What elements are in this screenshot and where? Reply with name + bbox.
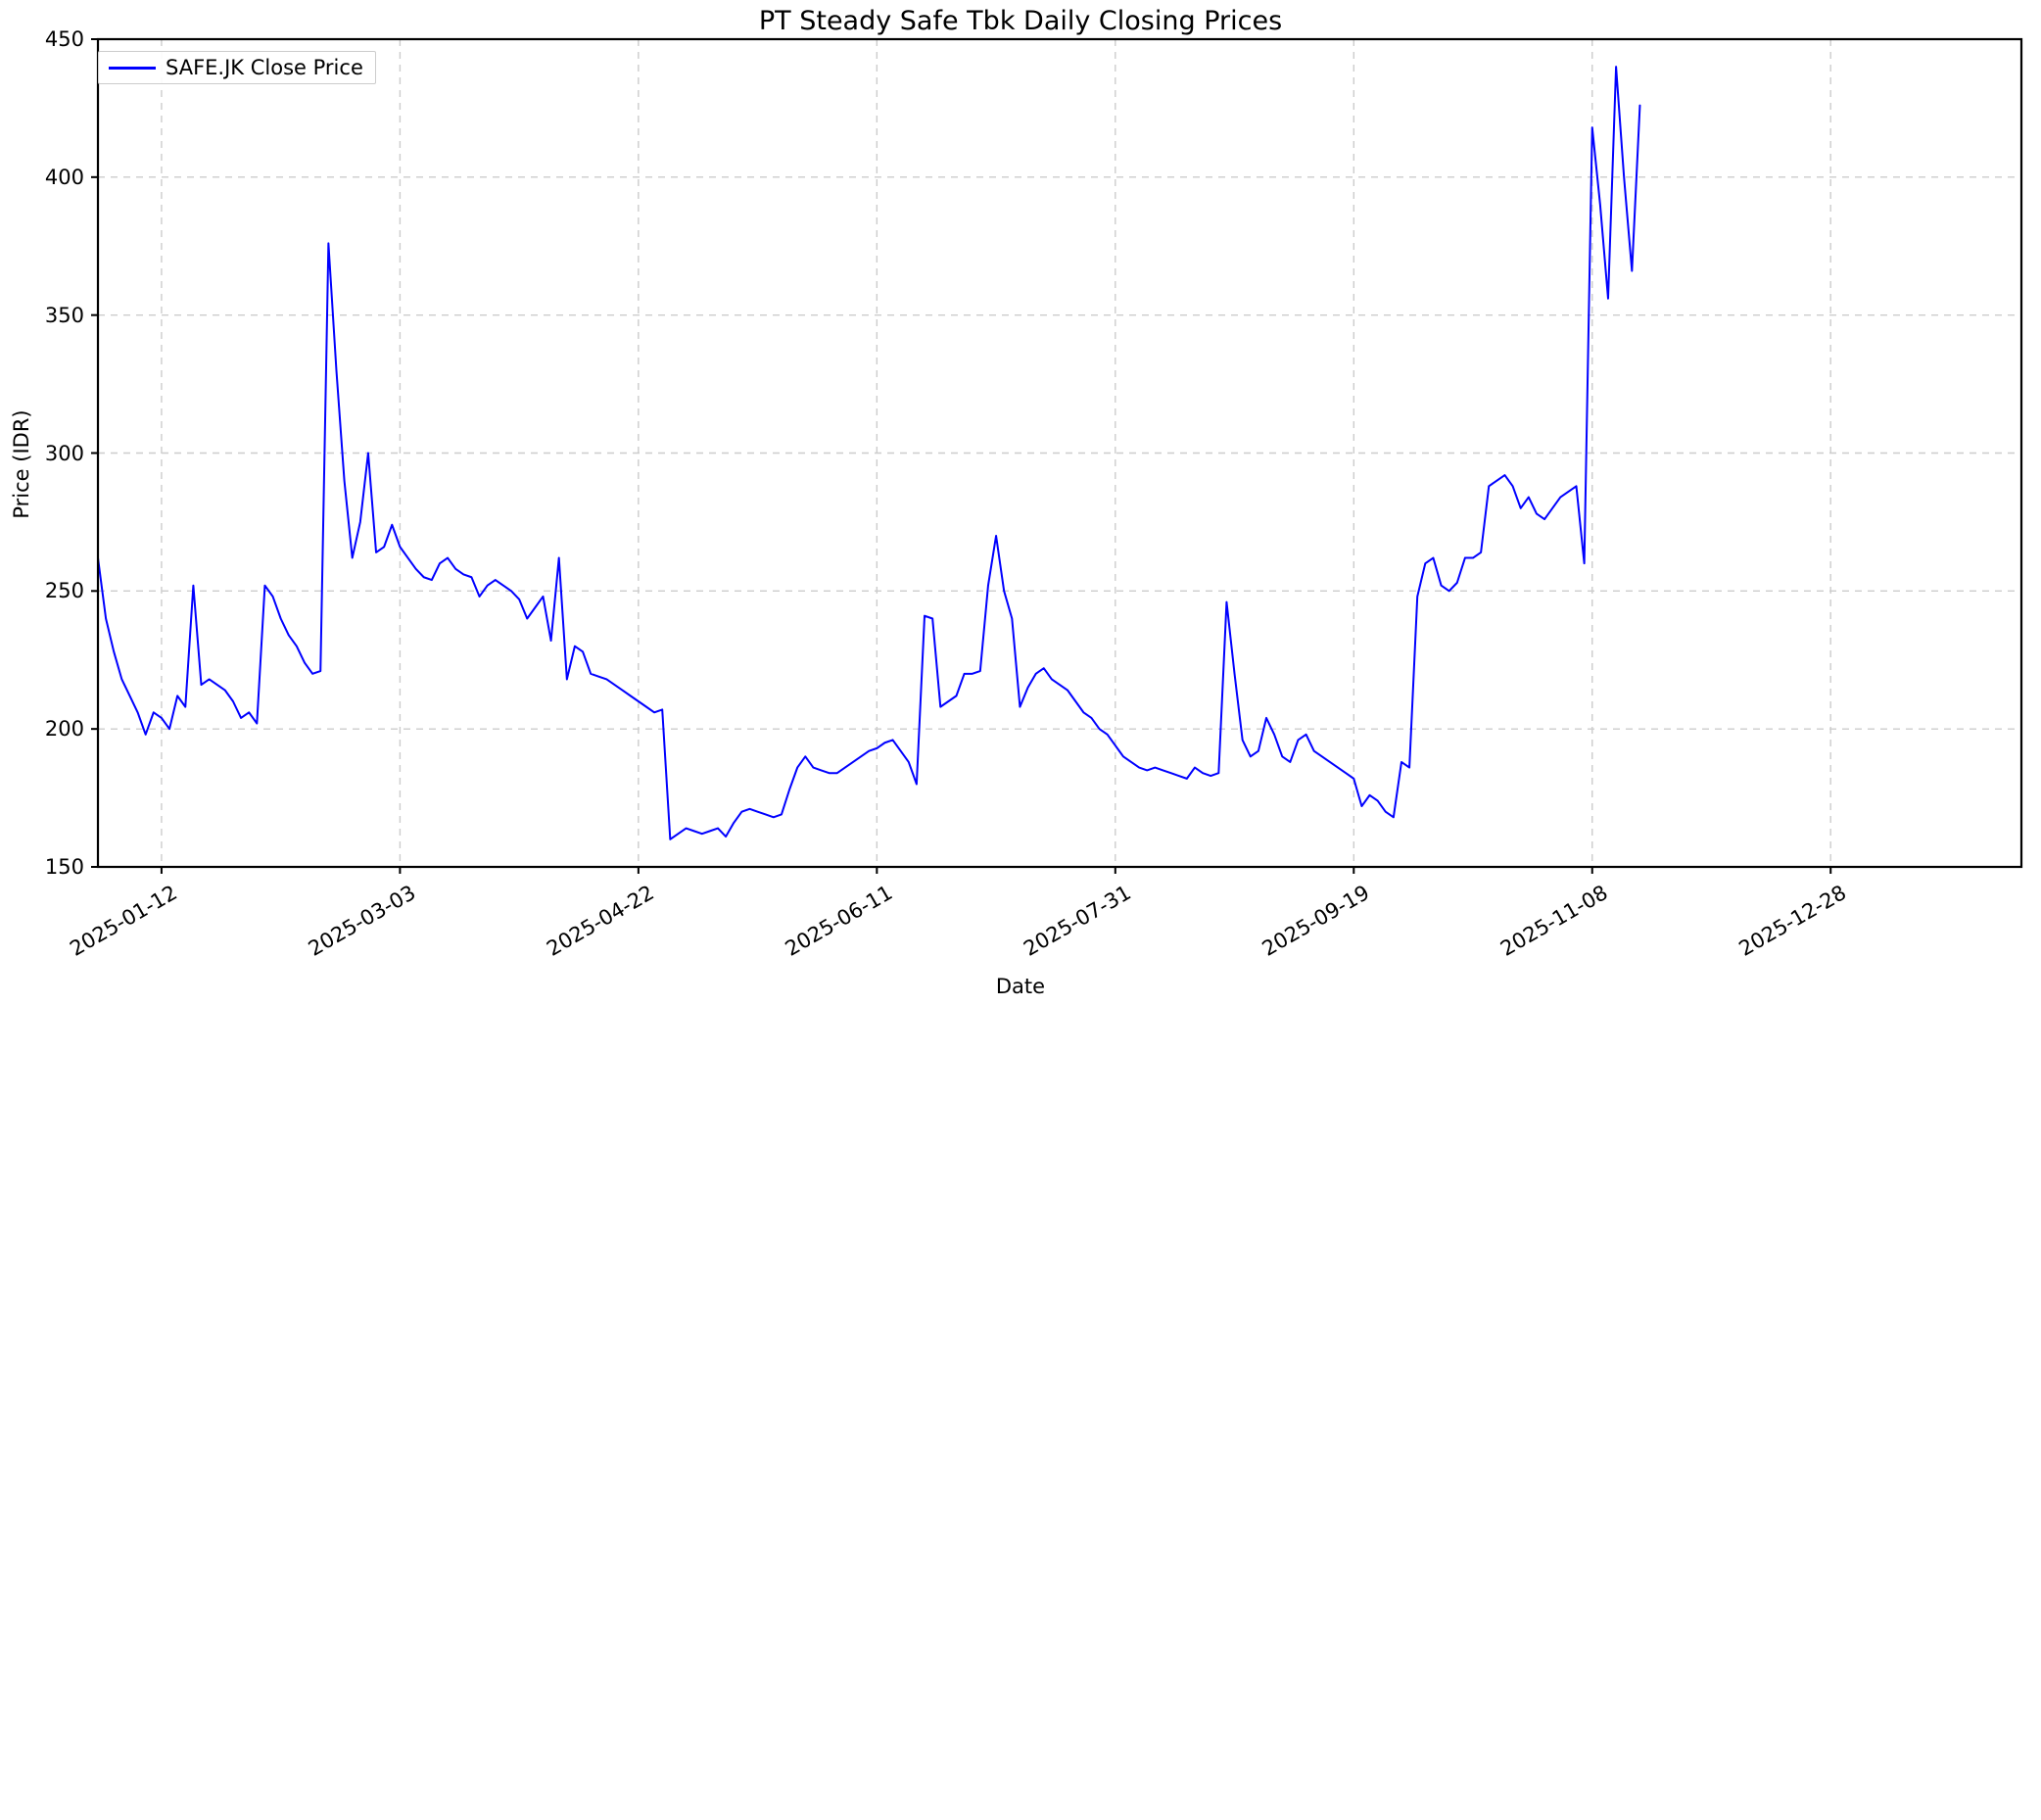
- tick-marks: [91, 38, 1832, 874]
- y-tick-label: 200: [44, 717, 84, 742]
- grid-lines: [98, 38, 2021, 868]
- legend-label: SAFE.JK Close Price: [166, 56, 363, 79]
- plot-area: [91, 37, 2023, 874]
- series-lines: [97, 66, 1641, 840]
- chart-title: PT Steady Safe Tbk Daily Closing Prices: [758, 6, 1283, 36]
- y-tick-label: 400: [44, 165, 84, 189]
- y-tick-label: 250: [44, 579, 84, 603]
- y-tick-label: 450: [44, 27, 84, 51]
- chart-figure: PT Steady Safe Tbk Daily Closing Prices …: [10, 6, 2023, 998]
- x-tick-label: 2025-12-28: [1734, 881, 1851, 961]
- legend-line-swatch: [109, 66, 156, 70]
- y-tick-label: 350: [44, 303, 84, 327]
- y-tick-label: 150: [44, 855, 84, 879]
- y-tick-label: 300: [44, 441, 84, 465]
- data-series-line: [97, 66, 1641, 840]
- y-axis-label: Price (IDR): [10, 409, 33, 519]
- x-axis-label: Date: [995, 975, 1046, 998]
- chart-legend: SAFE.JK Close Price: [98, 51, 376, 84]
